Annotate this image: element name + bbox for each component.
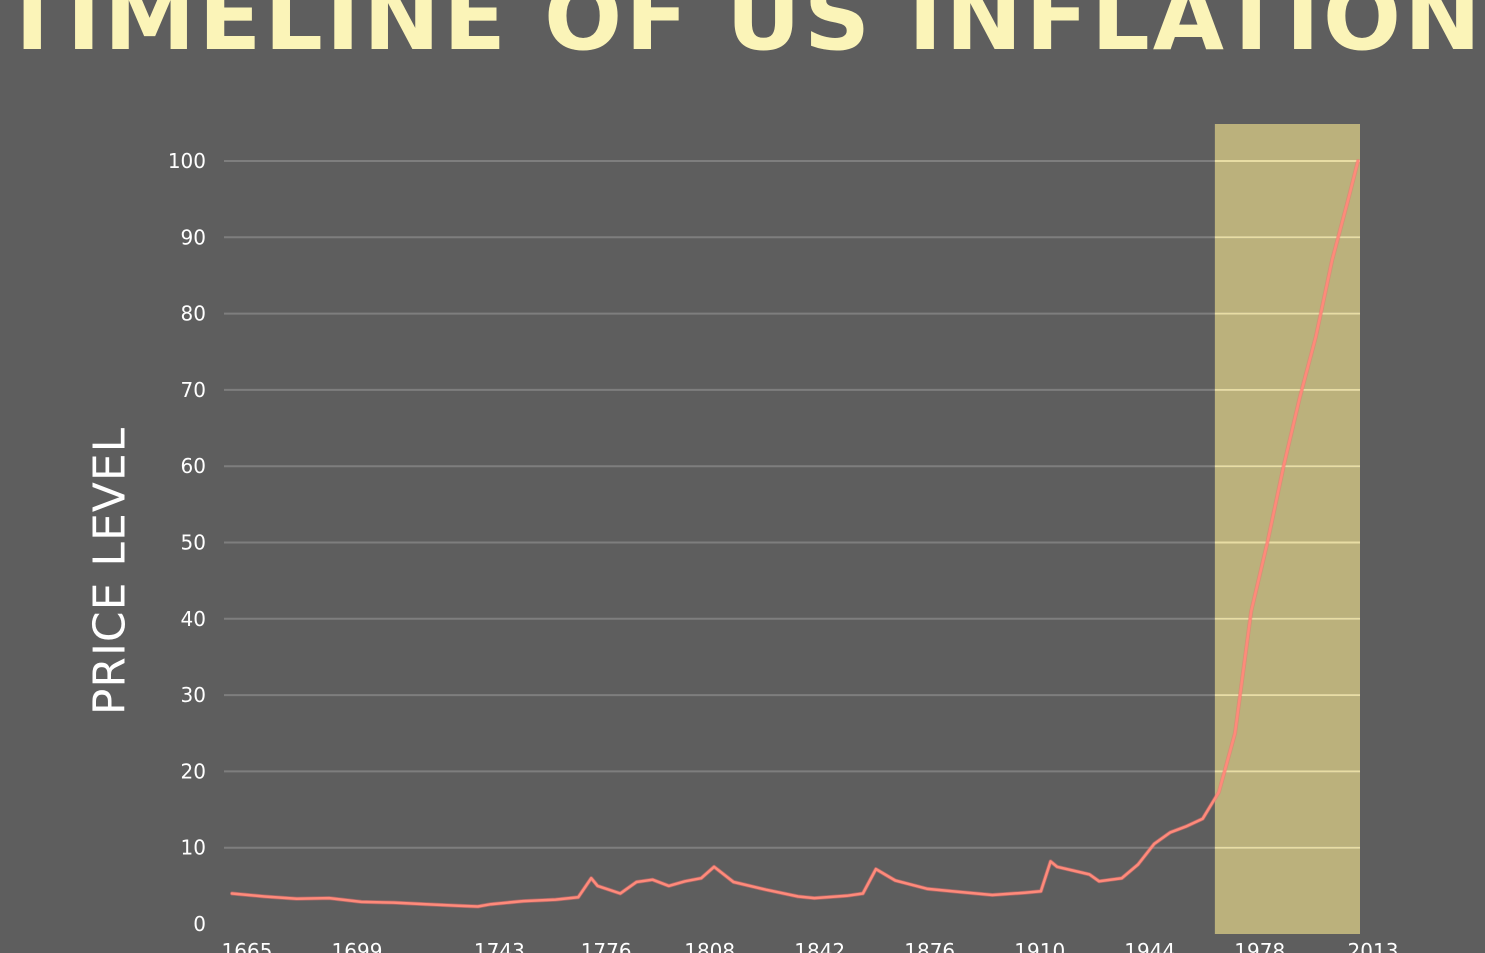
- y-tick-label: 0: [193, 912, 206, 936]
- x-tick-label: 1665: [222, 939, 273, 953]
- line-layer: [230, 159, 1360, 909]
- chart-title: TIMELINE OF US INFLATION: [0, 0, 1485, 71]
- x-tick-label: 1978: [1234, 939, 1285, 953]
- highlight-band: [1214, 124, 1360, 934]
- y-tick-label: 40: [181, 607, 206, 631]
- y-tick-label: 60: [181, 454, 206, 478]
- x-tick-label: 1842: [794, 939, 845, 953]
- x-tick-label: 1944: [1124, 939, 1175, 953]
- grid-layer: [224, 160, 1360, 849]
- y-tick-label: 80: [181, 302, 206, 326]
- y-tick-label: 20: [181, 759, 206, 783]
- y-tick-label: 90: [181, 225, 206, 249]
- y-tick-label: 10: [181, 836, 206, 860]
- x-tick-label: 1743: [474, 939, 525, 953]
- y-tick-labels: 0 10 20 30 40 50 60 70 80 90 100: [168, 149, 206, 936]
- x-tick-label: 1699: [332, 939, 383, 953]
- x-tick-label: 1776: [581, 939, 632, 953]
- x-tick-label: 1910: [1014, 939, 1065, 953]
- series-line-glow: [230, 159, 1360, 909]
- x-tick-label: 1808: [684, 939, 735, 953]
- y-tick-label: 70: [181, 378, 206, 402]
- y-tick-label: 30: [181, 683, 206, 707]
- highlight-layer: [1214, 124, 1360, 934]
- y-tick-label: 50: [181, 531, 206, 555]
- x-tick-label: 1876: [904, 939, 955, 953]
- x-tick-label: 2013: [1348, 939, 1399, 953]
- series-line: [230, 159, 1360, 908]
- y-tick-label: 100: [168, 149, 206, 173]
- x-tick-labels: 1665 1699 1743 1776 1808 1842 1876 1910 1944 1978…: [222, 939, 1399, 953]
